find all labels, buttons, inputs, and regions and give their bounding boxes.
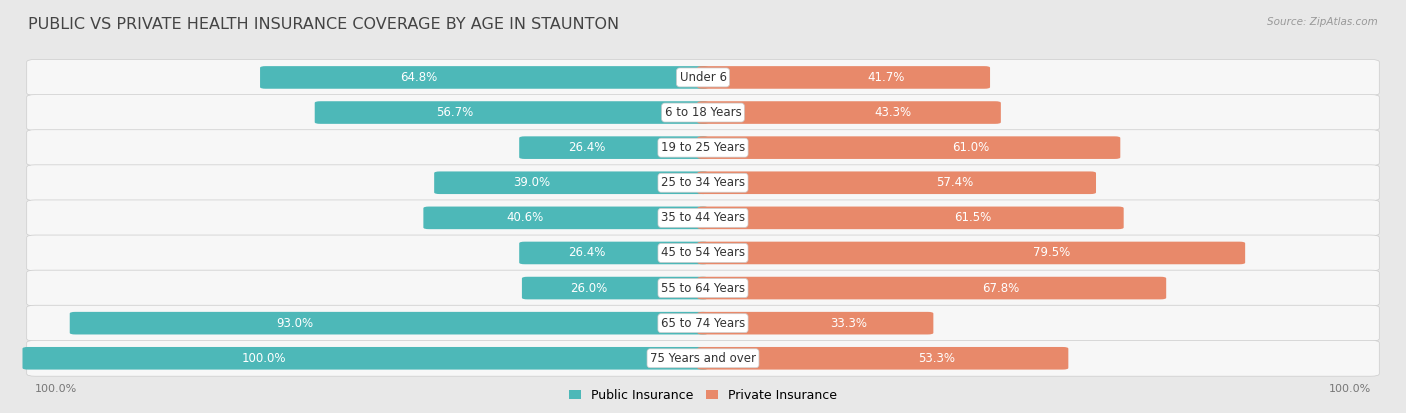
- FancyBboxPatch shape: [697, 347, 1069, 370]
- FancyBboxPatch shape: [697, 171, 1097, 194]
- Text: 75 Years and over: 75 Years and over: [650, 352, 756, 365]
- FancyBboxPatch shape: [519, 242, 709, 264]
- Text: 61.5%: 61.5%: [955, 211, 991, 224]
- Text: Source: ZipAtlas.com: Source: ZipAtlas.com: [1267, 17, 1378, 26]
- FancyBboxPatch shape: [697, 206, 1123, 229]
- Text: 56.7%: 56.7%: [436, 106, 472, 119]
- Text: 26.4%: 26.4%: [568, 141, 606, 154]
- FancyBboxPatch shape: [697, 136, 1121, 159]
- Text: PUBLIC VS PRIVATE HEALTH INSURANCE COVERAGE BY AGE IN STAUNTON: PUBLIC VS PRIVATE HEALTH INSURANCE COVER…: [28, 17, 619, 31]
- FancyBboxPatch shape: [27, 340, 1379, 376]
- Text: 45 to 54 Years: 45 to 54 Years: [661, 247, 745, 259]
- Text: 79.5%: 79.5%: [1033, 247, 1070, 259]
- FancyBboxPatch shape: [434, 171, 709, 194]
- FancyBboxPatch shape: [522, 277, 709, 299]
- Text: 53.3%: 53.3%: [918, 352, 955, 365]
- FancyBboxPatch shape: [27, 130, 1379, 166]
- FancyBboxPatch shape: [697, 312, 934, 335]
- Text: 19 to 25 Years: 19 to 25 Years: [661, 141, 745, 154]
- FancyBboxPatch shape: [260, 66, 709, 89]
- Text: 100.0%: 100.0%: [1329, 384, 1371, 394]
- FancyBboxPatch shape: [70, 312, 709, 335]
- Text: 41.7%: 41.7%: [868, 71, 904, 84]
- FancyBboxPatch shape: [27, 95, 1379, 131]
- Legend: Public Insurance, Private Insurance: Public Insurance, Private Insurance: [564, 384, 842, 407]
- Text: 25 to 34 Years: 25 to 34 Years: [661, 176, 745, 189]
- FancyBboxPatch shape: [27, 235, 1379, 271]
- FancyBboxPatch shape: [27, 165, 1379, 201]
- Text: Under 6: Under 6: [679, 71, 727, 84]
- Text: 39.0%: 39.0%: [513, 176, 551, 189]
- FancyBboxPatch shape: [27, 270, 1379, 306]
- Text: 67.8%: 67.8%: [981, 282, 1019, 294]
- Text: 64.8%: 64.8%: [401, 71, 437, 84]
- Text: 93.0%: 93.0%: [277, 317, 314, 330]
- FancyBboxPatch shape: [519, 136, 709, 159]
- Text: 61.0%: 61.0%: [952, 141, 990, 154]
- Text: 6 to 18 Years: 6 to 18 Years: [665, 106, 741, 119]
- FancyBboxPatch shape: [27, 200, 1379, 236]
- Text: 26.0%: 26.0%: [571, 282, 607, 294]
- Text: 26.4%: 26.4%: [568, 247, 606, 259]
- Text: 57.4%: 57.4%: [936, 176, 973, 189]
- Text: 100.0%: 100.0%: [242, 352, 287, 365]
- FancyBboxPatch shape: [697, 101, 1001, 124]
- FancyBboxPatch shape: [27, 59, 1379, 95]
- Text: 55 to 64 Years: 55 to 64 Years: [661, 282, 745, 294]
- Text: 65 to 74 Years: 65 to 74 Years: [661, 317, 745, 330]
- Text: 40.6%: 40.6%: [506, 211, 544, 224]
- FancyBboxPatch shape: [697, 242, 1246, 264]
- Text: 43.3%: 43.3%: [875, 106, 911, 119]
- FancyBboxPatch shape: [27, 305, 1379, 341]
- FancyBboxPatch shape: [423, 206, 709, 229]
- Text: 33.3%: 33.3%: [831, 317, 868, 330]
- FancyBboxPatch shape: [697, 66, 990, 89]
- FancyBboxPatch shape: [697, 277, 1166, 299]
- Text: 35 to 44 Years: 35 to 44 Years: [661, 211, 745, 224]
- Text: 100.0%: 100.0%: [35, 384, 77, 394]
- FancyBboxPatch shape: [22, 347, 709, 370]
- FancyBboxPatch shape: [315, 101, 709, 124]
